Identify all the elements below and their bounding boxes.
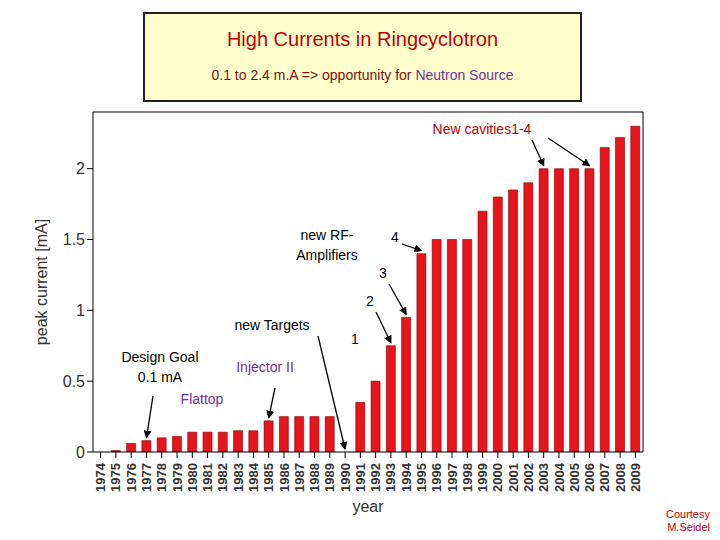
- svg-text:Amplifiers: Amplifiers: [296, 247, 357, 263]
- svg-text:1987: 1987: [292, 463, 307, 492]
- svg-text:1988: 1988: [307, 463, 322, 492]
- svg-text:Design Goal: Design Goal: [121, 349, 198, 365]
- svg-text:1984: 1984: [246, 462, 261, 492]
- svg-text:0.1 mA: 0.1 mA: [138, 369, 183, 385]
- svg-text:1977: 1977: [139, 463, 154, 492]
- svg-text:1992: 1992: [368, 463, 383, 492]
- svg-text:1978: 1978: [154, 463, 169, 492]
- svg-text:peak current [mA]: peak current [mA]: [33, 219, 50, 345]
- svg-text:1995: 1995: [414, 463, 429, 492]
- svg-text:1989: 1989: [322, 463, 337, 492]
- svg-text:1982: 1982: [215, 463, 230, 492]
- svg-text:2007: 2007: [597, 463, 612, 492]
- svg-text:1: 1: [76, 302, 85, 319]
- svg-text:2005: 2005: [567, 463, 582, 492]
- html-text:M.Seidel: M.Seidel: [667, 521, 710, 533]
- svg-text:new Targets: new Targets: [234, 317, 309, 333]
- svg-text:1976: 1976: [124, 463, 139, 492]
- svg-text:2004: 2004: [552, 462, 567, 492]
- svg-text:2002: 2002: [521, 463, 536, 492]
- svg-text:1985: 1985: [261, 463, 276, 492]
- svg-text:New cavities1-4: New cavities1-4: [433, 121, 532, 137]
- svg-text:1996: 1996: [429, 463, 444, 492]
- svg-text:0: 0: [76, 444, 85, 461]
- svg-text:1993: 1993: [383, 463, 398, 492]
- html-text:High Currents in Ringcyclotron: High Currents in Ringcyclotron: [226, 28, 499, 50]
- svg-text:1.5: 1.5: [63, 231, 85, 248]
- svg-text:1: 1: [351, 331, 359, 347]
- svg-text:1990: 1990: [338, 463, 353, 492]
- svg-text:new RF-: new RF-: [301, 227, 354, 243]
- svg-text:2001: 2001: [506, 463, 521, 492]
- svg-text:Injector II: Injector II: [236, 359, 294, 375]
- svg-text:1994: 1994: [399, 462, 414, 492]
- svg-text:2003: 2003: [536, 463, 551, 492]
- svg-text:3: 3: [379, 265, 387, 281]
- svg-text:1997: 1997: [445, 463, 460, 492]
- svg-text:2006: 2006: [582, 463, 597, 492]
- html-text:Courtesy: Courtesy: [666, 508, 710, 520]
- svg-text:2000: 2000: [490, 463, 505, 492]
- svg-text:Flattop: Flattop: [181, 391, 224, 407]
- svg-text:year: year: [352, 498, 384, 515]
- svg-text:1975: 1975: [108, 463, 123, 492]
- svg-text:1979: 1979: [170, 463, 185, 492]
- svg-text:1986: 1986: [277, 463, 292, 492]
- svg-text:2: 2: [76, 160, 85, 177]
- svg-text:1998: 1998: [460, 463, 475, 492]
- html-text:0.1 to 2.4 m.A => opportunity: 0.1 to 2.4 m.A => opportunity for Neutro…: [211, 67, 514, 83]
- svg-text:1981: 1981: [200, 463, 215, 492]
- svg-text:1983: 1983: [231, 463, 246, 492]
- svg-text:1991: 1991: [353, 463, 368, 492]
- svg-text:1999: 1999: [475, 463, 490, 492]
- svg-text:1974: 1974: [93, 462, 108, 492]
- svg-text:2008: 2008: [613, 463, 628, 492]
- svg-text:2: 2: [366, 293, 374, 309]
- svg-text:0.5: 0.5: [63, 373, 85, 390]
- svg-text:1980: 1980: [185, 463, 200, 492]
- svg-text:2009: 2009: [628, 463, 643, 492]
- svg-text:4: 4: [391, 229, 399, 245]
